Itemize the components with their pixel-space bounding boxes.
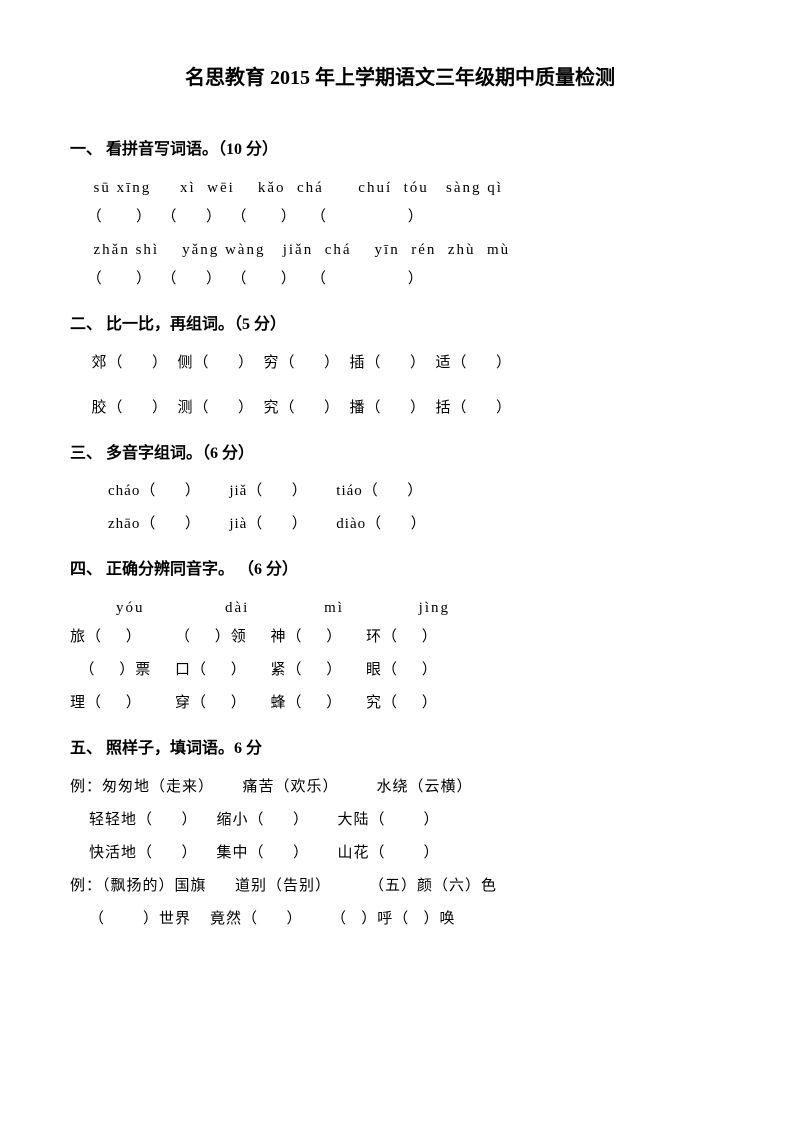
s5-row4: 例：（飘扬的）国旗 道别（告别） （五）颜（六）色 (70, 873, 730, 900)
section-3-head: 三、 多音字组词。（6 分） (70, 440, 730, 469)
section-5-head: 五、 照样子，填词语。6 分 (70, 735, 730, 764)
s1-row2-blanks: （ ） （ ） （ ） （ ） (70, 266, 730, 293)
s1-row1-blanks: （ ） （ ） （ ） （ ） (70, 204, 730, 231)
s3-row2: zhāo（ ） jià（ ） diào（ ） (70, 511, 730, 538)
s1-row1-pinyin: sū xīng xì wēi kǎo chá chuí tóu sàng qì (70, 175, 730, 202)
s5-row1: 例：匆匆地（走来） 痛苦（欢乐） 水绕（云横） (70, 774, 730, 801)
section-1-head: 一、 看拼音写词语。（10 分） (70, 136, 730, 165)
section-4-head: 四、 正确分辨同音字。 （6 分） (70, 556, 730, 585)
s4-row1: 旅（ ） （ ）领 神（ ） 环（ ） (70, 624, 730, 651)
section-2-head: 二、 比一比，再组词。（5 分） (70, 311, 730, 340)
s4-row2: （ ）票 口（ ） 紧（ ） 眼（ ） (70, 657, 730, 684)
s5-row3: 快活地（ ） 集中（ ） 山花（ ） (70, 840, 730, 867)
s2-row2: 胶（ ） 测（ ） 究（ ） 播（ ） 括（ ） (70, 395, 730, 422)
page-title: 名思教育 2015 年上学期语文三年级期中质量检测 (70, 60, 730, 96)
s1-row2-pinyin: zhǎn shì yǎng wàng jiǎn chá yīn rén zhù … (70, 237, 730, 264)
s4-row3: 理（ ） 穿（ ） 蜂（ ） 究（ ） (70, 690, 730, 717)
s3-row1: cháo（ ） jiǎ（ ） tiáo（ ） (70, 478, 730, 505)
s5-row5: （ ）世界 竟然（ ） （ ）呼（ ）唤 (70, 906, 730, 933)
s2-row1: 郊（ ） 侧（ ） 穷（ ） 插（ ） 适（ ） (70, 350, 730, 377)
s5-row2: 轻轻地（ ） 缩小（ ） 大陆（ ） (70, 807, 730, 834)
s4-pinyin: yóu dài mì jìng (70, 595, 730, 622)
